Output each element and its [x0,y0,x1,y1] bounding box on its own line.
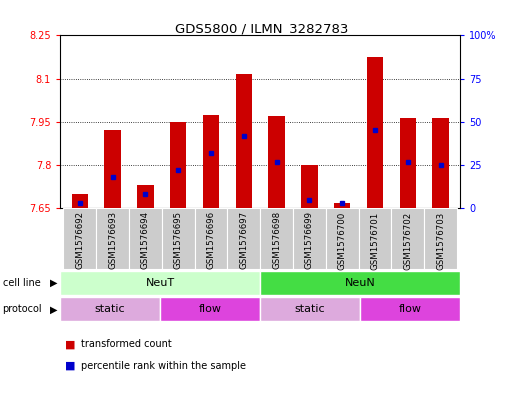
FancyBboxPatch shape [162,208,195,269]
FancyBboxPatch shape [63,208,96,269]
FancyBboxPatch shape [96,208,129,269]
Bar [203,115,219,208]
FancyBboxPatch shape [60,297,160,321]
FancyBboxPatch shape [60,270,260,295]
FancyBboxPatch shape [391,208,424,269]
Bar [334,202,350,208]
Text: GSM1576699: GSM1576699 [305,211,314,269]
Text: cell line: cell line [3,277,40,288]
Text: protocol: protocol [3,304,42,314]
Text: GSM1576695: GSM1576695 [174,211,183,270]
FancyBboxPatch shape [129,208,162,269]
Text: GSM1576698: GSM1576698 [272,211,281,270]
FancyBboxPatch shape [195,208,228,269]
Text: ▶: ▶ [50,277,57,288]
Text: GSM1576701: GSM1576701 [370,211,380,270]
Text: ■: ■ [65,361,76,371]
FancyBboxPatch shape [260,208,293,269]
FancyBboxPatch shape [160,297,260,321]
Bar [170,122,186,208]
Text: percentile rank within the sample: percentile rank within the sample [81,361,246,371]
Bar [367,57,383,208]
FancyBboxPatch shape [359,208,391,269]
Bar [301,165,317,208]
FancyBboxPatch shape [326,208,359,269]
FancyBboxPatch shape [424,208,457,269]
Bar [235,74,252,208]
Text: GSM1576696: GSM1576696 [207,211,215,270]
Text: ■: ■ [65,339,76,349]
FancyBboxPatch shape [260,297,360,321]
FancyBboxPatch shape [228,208,260,269]
Text: GSM1576700: GSM1576700 [338,211,347,270]
FancyBboxPatch shape [293,208,326,269]
FancyBboxPatch shape [260,270,460,295]
Text: GSM1576693: GSM1576693 [108,211,117,270]
Text: GSM1576703: GSM1576703 [436,211,445,270]
Text: ▶: ▶ [50,304,57,314]
Text: GSM1576702: GSM1576702 [403,211,412,270]
Text: NeuT: NeuT [145,277,175,288]
Bar [137,185,154,208]
Text: transformed count: transformed count [81,339,172,349]
Text: GDS5800 / ILMN_3282783: GDS5800 / ILMN_3282783 [175,22,348,35]
Text: static: static [95,304,126,314]
Bar [433,118,449,208]
Text: flow: flow [399,304,422,314]
Text: GSM1576692: GSM1576692 [75,211,84,270]
Text: static: static [295,304,325,314]
Bar [268,116,285,208]
Bar [400,118,416,208]
Text: GSM1576694: GSM1576694 [141,211,150,270]
Bar [72,194,88,208]
Text: GSM1576697: GSM1576697 [240,211,248,270]
Text: flow: flow [199,304,222,314]
FancyBboxPatch shape [360,297,460,321]
Text: NeuN: NeuN [345,277,376,288]
Bar [105,130,121,208]
